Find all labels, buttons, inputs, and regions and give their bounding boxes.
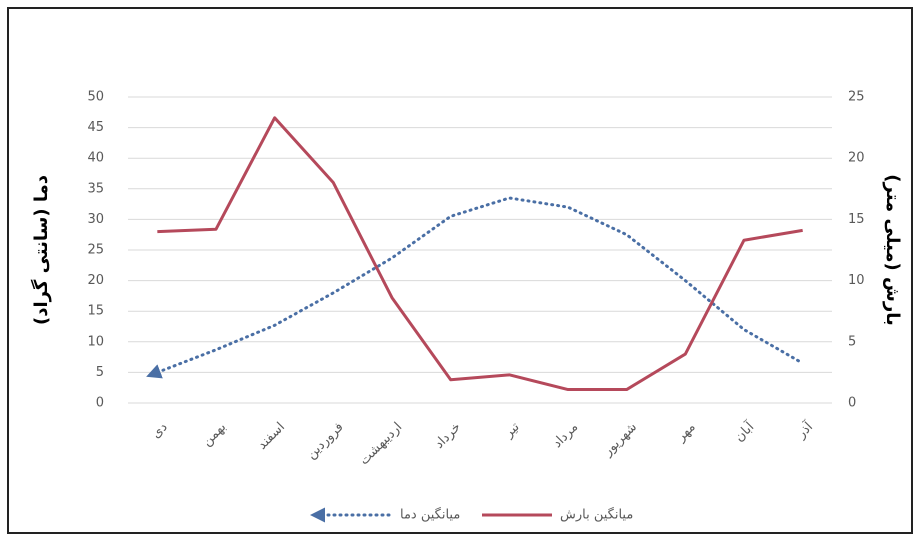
y2-tick-label: 15: [848, 212, 865, 227]
y-tick-label: 35: [87, 181, 104, 196]
y-tick-label: 0: [96, 396, 104, 411]
y2-tick-label: 20: [848, 151, 865, 166]
legend-label: میانگین دما: [400, 507, 460, 523]
y2-axis-title: بارش (میلی متر): [882, 174, 903, 325]
series-line: [157, 116, 803, 392]
y2-tick-label: 25: [848, 90, 865, 105]
frame: [7, 7, 913, 534]
y-tick-label: 5: [96, 365, 104, 380]
y-tick-label: 15: [87, 304, 104, 319]
y-tick-label: 30: [87, 212, 104, 227]
y2-tick-label: 10: [848, 273, 865, 288]
y-tick-label: 10: [87, 334, 104, 349]
y-tick-label: 25: [87, 243, 104, 258]
y-axis-title: دما (سانتی گراد): [30, 175, 52, 325]
y-tick-label: 40: [87, 151, 104, 166]
series-line: [146, 196, 805, 379]
y2-tick-label: 5: [848, 334, 856, 349]
y-tick-label: 45: [87, 120, 104, 135]
y2-tick-label: 0: [848, 396, 856, 411]
y-tick-label: 20: [87, 273, 104, 288]
legend-label: میانگین بارش: [560, 507, 633, 523]
y-tick-label: 50: [87, 90, 104, 105]
